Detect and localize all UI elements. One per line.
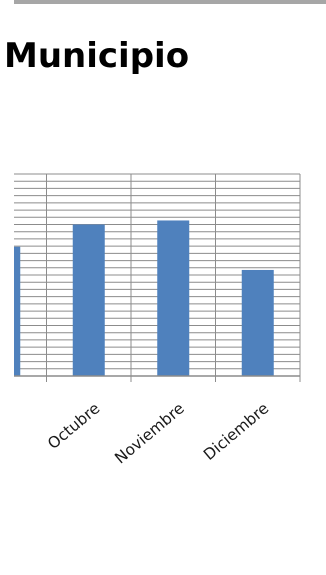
top-rule — [14, 0, 326, 4]
x-tick-label: Diciembre — [200, 399, 272, 464]
bar — [157, 220, 190, 376]
bar — [72, 224, 105, 376]
x-tick-label: Octubre — [44, 399, 103, 453]
bar — [241, 269, 274, 376]
chart-bars — [14, 220, 274, 376]
bar — [14, 246, 21, 376]
chart-tick-labels: Octubre Noviembre Diciembre — [44, 399, 272, 467]
chart-title: Municipio — [4, 36, 190, 76]
chart-gridlines — [14, 173, 301, 382]
x-tick-label: Noviembre — [111, 399, 187, 467]
